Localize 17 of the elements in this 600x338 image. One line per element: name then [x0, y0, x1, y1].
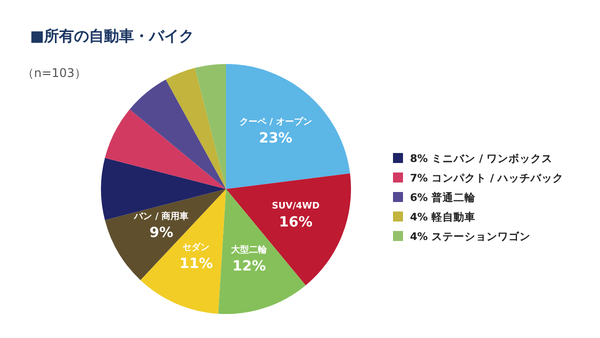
data-label: 23% — [258, 130, 292, 147]
legend-label: 6% 普通二輪 — [410, 192, 476, 204]
data-label: 16% — [278, 214, 312, 231]
data-label: 9% — [150, 225, 174, 242]
title: ■所有の自動車・バイク — [30, 27, 194, 45]
slice-label: SUV/4WD — [272, 202, 320, 212]
data-label: 11% — [179, 256, 213, 272]
legend-label: 4% 軽自動車 — [410, 212, 476, 224]
slice-label: バン / 商用車 — [134, 212, 189, 222]
data-label: 12% — [232, 258, 266, 274]
slice-label: セダン — [182, 242, 210, 253]
legend-label: 4% ステーションワゴン — [410, 231, 530, 243]
slice-label: クーペ / オープン — [239, 118, 312, 128]
legend-label: 8% ミニバン / ワンボックス — [410, 153, 553, 165]
slice-label: 大型二輪 — [231, 245, 268, 256]
annotation: （n=103） — [22, 66, 87, 80]
legend-label: 7% コンパクト / ハッチバック — [410, 172, 564, 184]
